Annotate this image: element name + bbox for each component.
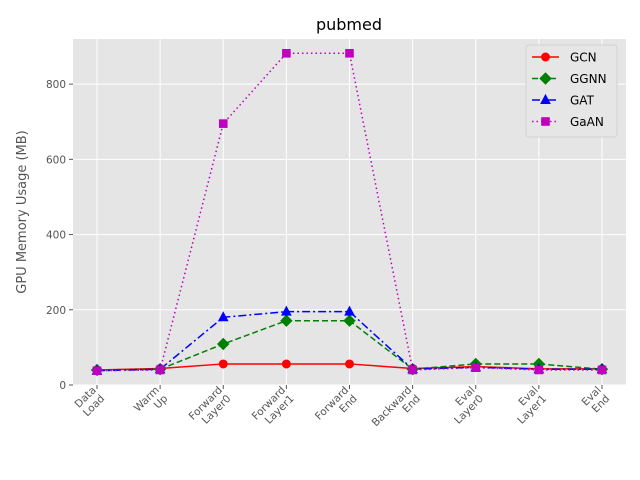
x-tick-label: ForwardLayer1 xyxy=(250,384,297,431)
data-point xyxy=(218,359,228,369)
legend-item: GGNN xyxy=(532,72,607,86)
data-point xyxy=(280,314,293,327)
legend-marker xyxy=(541,52,550,62)
legend-item: GAT xyxy=(532,94,595,108)
legend-label: GaAN xyxy=(570,115,604,129)
x-tick-label: EvalLayer0 xyxy=(444,384,486,426)
legend-label: GGNN xyxy=(570,72,607,86)
data-point xyxy=(281,359,291,369)
legend: GCN GGNN GAT GaAN xyxy=(525,44,618,138)
svg-text:DataLoad: DataLoad xyxy=(72,384,107,419)
legend-item: GCN xyxy=(532,51,597,65)
data-point xyxy=(218,119,228,128)
data-point xyxy=(344,305,355,316)
x-tick-label: EvalLayer1 xyxy=(507,384,549,426)
legend-label: GCN xyxy=(570,51,597,65)
data-point xyxy=(281,305,292,316)
legend-box xyxy=(525,44,618,138)
legend-marker xyxy=(540,93,551,104)
x-tick-label: WarmUp xyxy=(132,384,171,423)
data-point xyxy=(345,359,354,369)
y-tick-label: 200 xyxy=(46,305,66,317)
series-gaan xyxy=(92,48,607,376)
legend-marker xyxy=(541,117,550,126)
y-axis-label: GPU Memory Usage (MB) xyxy=(15,130,30,293)
y-tick-label: 400 xyxy=(46,230,66,242)
data-point xyxy=(217,311,229,322)
chart-title: pubmed xyxy=(316,15,382,34)
x-tick-label: EvalEnd xyxy=(580,384,613,417)
series-group xyxy=(90,48,609,377)
legend-item: GaAN xyxy=(532,115,604,129)
svg-text:ForwardLayer0: ForwardLayer0 xyxy=(187,384,234,431)
data-point xyxy=(345,48,354,58)
data-point xyxy=(282,48,291,58)
legend-label: GAT xyxy=(570,94,595,108)
data-point xyxy=(217,337,230,351)
x-tick-label: BackwardEnd xyxy=(370,384,423,437)
data-point xyxy=(408,365,417,375)
x-tick-label: DataLoad xyxy=(72,384,108,419)
svg-text:ForwardLayer1: ForwardLayer1 xyxy=(250,384,297,431)
svg-text:ForwardEnd: ForwardEnd xyxy=(313,384,360,431)
x-tick-label: ForwardLayer0 xyxy=(187,384,234,431)
x-tick-label: ForwardEnd xyxy=(313,384,360,431)
svg-text:EvalLayer1: EvalLayer1 xyxy=(507,384,549,426)
data-point xyxy=(534,365,544,375)
data-point xyxy=(155,365,165,375)
svg-text:WarmUp: WarmUp xyxy=(132,384,171,423)
data-point xyxy=(471,363,481,372)
svg-text:EvalEnd: EvalEnd xyxy=(580,384,613,417)
svg-text:EvalLayer0: EvalLayer0 xyxy=(444,384,486,426)
y-tick-label: 0 xyxy=(59,380,66,392)
y-tick-labels: 0 200 400 600 800 xyxy=(46,79,73,392)
y-tick-label: 800 xyxy=(46,79,66,91)
svg-text:BackwardEnd: BackwardEnd xyxy=(370,384,423,437)
y-tick-label: 600 xyxy=(46,154,66,166)
legend-marker xyxy=(539,72,552,85)
x-tick-labels: DataLoad WarmUp ForwardLayer0 ForwardLayer1… xyxy=(72,384,613,437)
data-point xyxy=(597,365,607,375)
data-point xyxy=(343,314,356,327)
data-point xyxy=(92,366,102,376)
